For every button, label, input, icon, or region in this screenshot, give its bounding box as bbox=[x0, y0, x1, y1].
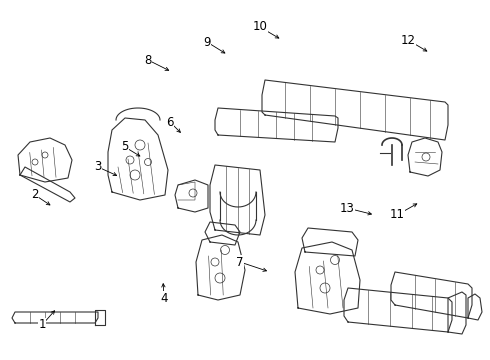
Polygon shape bbox=[12, 312, 98, 323]
Text: 6: 6 bbox=[166, 116, 174, 129]
Polygon shape bbox=[408, 138, 442, 176]
Text: 4: 4 bbox=[160, 292, 168, 305]
Polygon shape bbox=[196, 235, 245, 300]
Polygon shape bbox=[108, 118, 168, 200]
Polygon shape bbox=[205, 222, 240, 245]
Polygon shape bbox=[468, 294, 482, 320]
Polygon shape bbox=[344, 288, 452, 332]
Text: 9: 9 bbox=[203, 36, 211, 49]
Text: 8: 8 bbox=[145, 54, 152, 67]
Text: 12: 12 bbox=[400, 33, 416, 46]
Polygon shape bbox=[175, 180, 208, 212]
Text: 3: 3 bbox=[94, 161, 102, 174]
Text: 11: 11 bbox=[390, 208, 405, 221]
Text: 10: 10 bbox=[252, 21, 268, 33]
Text: 2: 2 bbox=[31, 189, 39, 202]
Polygon shape bbox=[295, 242, 360, 314]
Polygon shape bbox=[262, 80, 448, 140]
Text: 13: 13 bbox=[340, 202, 354, 215]
Polygon shape bbox=[95, 310, 105, 325]
Polygon shape bbox=[215, 108, 338, 142]
Polygon shape bbox=[391, 272, 472, 318]
Polygon shape bbox=[18, 138, 72, 182]
Text: 5: 5 bbox=[122, 140, 129, 153]
Polygon shape bbox=[302, 228, 358, 256]
Polygon shape bbox=[448, 292, 466, 334]
Text: 1: 1 bbox=[38, 319, 46, 332]
Text: 7: 7 bbox=[236, 256, 244, 269]
